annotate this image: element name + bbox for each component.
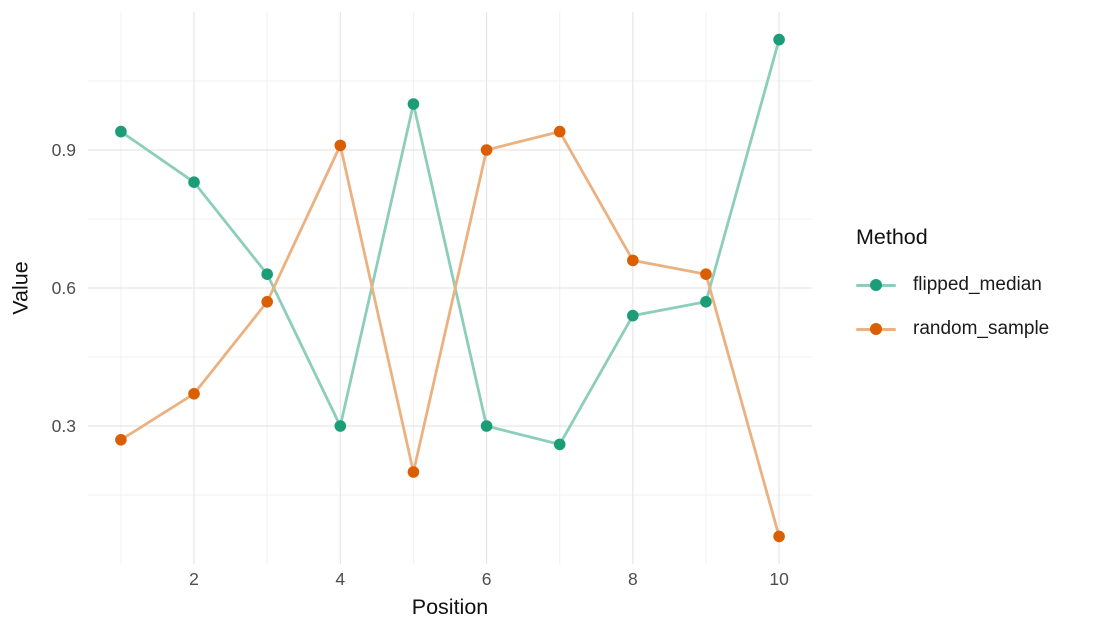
legend-item-label: flipped_median: [913, 274, 1042, 295]
data-point: [773, 530, 785, 543]
data-point: [188, 388, 200, 400]
y-tick-label: 0.6: [51, 278, 76, 298]
data-point: [115, 434, 127, 446]
y-tick-label: 0.3: [51, 416, 76, 436]
data-point: [700, 296, 712, 308]
data-point: [553, 125, 566, 138]
legend-item-label: random_sample: [913, 318, 1050, 339]
legend-key-dot: [870, 323, 882, 335]
data-point: [407, 466, 420, 478]
y-axis-title: Value: [8, 261, 33, 315]
legend-item-random_sample: random_sample: [856, 318, 1049, 340]
legend-item-flipped_median: flipped_median: [856, 274, 1049, 296]
x-tick-label: 8: [627, 569, 638, 589]
series-line-random_sample: [119, 130, 781, 538]
x-tick-label: 4: [335, 569, 346, 589]
data-point: [188, 176, 200, 188]
series-points-random_sample: [115, 125, 785, 543]
x-axis-title: Position: [411, 595, 489, 619]
data-point: [480, 420, 493, 432]
data-point: [627, 254, 639, 267]
x-tick-label: 10: [769, 569, 789, 589]
plot-svg: [88, 12, 812, 564]
data-point: [334, 139, 347, 152]
plot-panel: [88, 12, 812, 564]
legend-key-dot: [870, 279, 882, 291]
x-tick-label: 2: [189, 569, 199, 589]
y-tick-label: 0.9: [51, 140, 76, 160]
legend: Method flipped_median random_sample: [856, 224, 1049, 340]
x-tick-label: 6: [481, 569, 492, 589]
data-point: [407, 98, 420, 110]
data-point: [773, 33, 785, 46]
legend-key-icon: [856, 274, 896, 296]
data-point: [553, 438, 566, 451]
data-point: [480, 144, 493, 156]
data-point: [334, 420, 347, 432]
legend-items: flipped_median random_sample: [856, 274, 1049, 340]
legend-title: Method: [856, 225, 928, 249]
data-point: [115, 125, 127, 138]
data-point: [261, 268, 273, 281]
data-point: [627, 309, 639, 322]
data-point: [700, 268, 712, 281]
legend-key-icon: [856, 318, 896, 340]
grid-major: [88, 12, 812, 564]
data-point: [261, 296, 273, 308]
series-points-flipped_median: [115, 33, 785, 451]
series-line-flipped_median: [119, 38, 781, 446]
